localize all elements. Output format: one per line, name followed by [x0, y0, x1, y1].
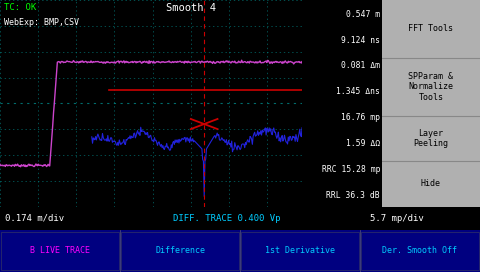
- Text: RRL 36.3 dB: RRL 36.3 dB: [326, 191, 380, 200]
- Text: 1.345 Δns: 1.345 Δns: [336, 87, 380, 96]
- Text: 0.081 Δm: 0.081 Δm: [341, 61, 380, 70]
- Text: B LIVE TRACE: B LIVE TRACE: [30, 246, 90, 255]
- Text: TC: OK: TC: OK: [4, 3, 36, 12]
- Text: Smooth 4: Smooth 4: [166, 3, 216, 13]
- Text: RRC 15.28 mp: RRC 15.28 mp: [322, 165, 380, 174]
- Text: SPParam &
Normalize
Tools: SPParam & Normalize Tools: [408, 72, 453, 102]
- Text: 0.174 m/div: 0.174 m/div: [5, 214, 64, 223]
- Text: S:: S:: [321, 3, 331, 12]
- Text: 1st Derivative: 1st Derivative: [265, 246, 335, 255]
- Text: DIFF. TRACE 0.400 Vp: DIFF. TRACE 0.400 Vp: [173, 214, 280, 223]
- Text: 1.59 ΔΩ: 1.59 ΔΩ: [346, 139, 380, 148]
- Text: 5.7 mp/div: 5.7 mp/div: [370, 214, 423, 223]
- Text: WebExp: BMP,CSV: WebExp: BMP,CSV: [4, 18, 79, 27]
- Bar: [361, 232, 479, 270]
- Text: Layer
Peeling: Layer Peeling: [413, 129, 448, 148]
- Text: 9.124 ns: 9.124 ns: [341, 36, 380, 45]
- Text: Difference: Difference: [155, 246, 205, 255]
- Text: Hide: Hide: [421, 180, 441, 188]
- Text: 0.547 m: 0.547 m: [346, 10, 380, 19]
- Bar: [1, 232, 119, 270]
- Text: Der. Smooth Off: Der. Smooth Off: [383, 246, 457, 255]
- Bar: [241, 232, 359, 270]
- Text: FFT Tools: FFT Tools: [408, 24, 453, 33]
- Text: 16.76 mp: 16.76 mp: [341, 113, 380, 122]
- Bar: [121, 232, 239, 270]
